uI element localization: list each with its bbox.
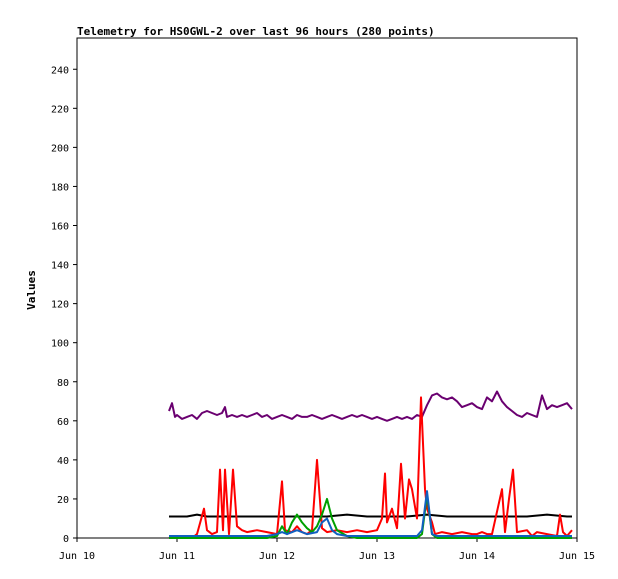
y-tick-label: 120 [51, 300, 69, 311]
y-tick-label: 20 [57, 495, 69, 506]
x-tick-label: Jun 10 [59, 551, 95, 562]
y-tick-label: 240 [51, 65, 69, 76]
y-tick-label: 220 [51, 104, 69, 115]
y-tick-label: 0 [63, 534, 69, 545]
y-tick-label: 200 [51, 143, 69, 154]
series-line-5 [169, 490, 572, 537]
y-tick-label: 100 [51, 339, 69, 350]
series-line-1 [168, 390, 573, 422]
y-tick-label: 60 [57, 417, 69, 428]
x-tick-label: Jun 12 [259, 551, 295, 562]
series-layer [168, 390, 573, 539]
x-tick-label: Jun 14 [459, 551, 495, 562]
x-axis: Jun 10 Jun 11 Jun 12 Jun 13 Jun 14 Jun 15 [59, 538, 595, 562]
y-tick-label: 40 [57, 456, 69, 467]
x-tick-label: Jun 13 [359, 551, 395, 562]
x-tick-label: Jun 15 [559, 551, 595, 562]
y-tick-label: 160 [51, 222, 69, 233]
series-line-3 [168, 396, 573, 539]
y-tick-label: 180 [51, 182, 69, 193]
y-tick-label: 80 [57, 378, 69, 389]
x-tick-label: Jun 11 [159, 551, 195, 562]
y-axis: 0 20 40 60 80 100 120 140 160 180 200 220 240 [51, 65, 77, 545]
y-axis-label: Values [25, 270, 38, 310]
plot-area [76, 37, 578, 539]
chart-title: Telemetry for HS0GWL-2 over last 96 hour… [77, 25, 435, 38]
y-tick-label: 140 [51, 261, 69, 272]
